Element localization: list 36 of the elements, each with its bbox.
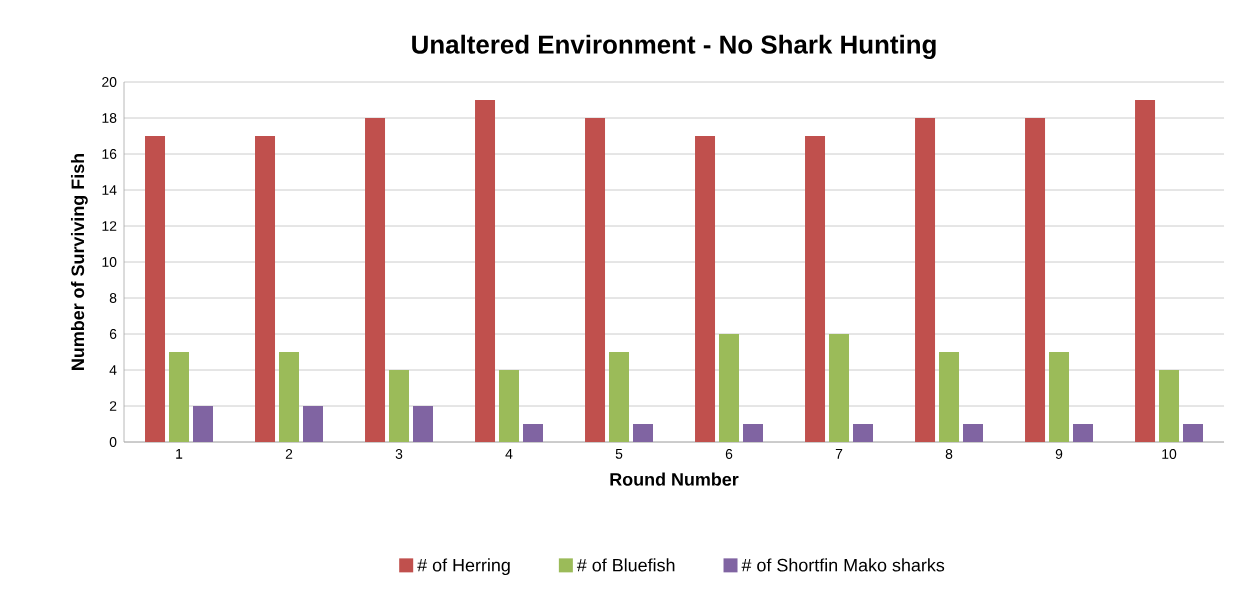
- bar: [1073, 424, 1093, 442]
- bar: [1183, 424, 1203, 442]
- bar: [255, 136, 276, 442]
- bar: [719, 334, 740, 442]
- bar: [169, 352, 189, 442]
- bar: [365, 118, 386, 442]
- legend-label: # of Bluefish: [576, 558, 675, 572]
- bar: [1159, 370, 1180, 442]
- bar: [1049, 352, 1070, 442]
- bar: [475, 100, 496, 442]
- bar: [145, 136, 166, 442]
- x-axis-title: Round Number: [610, 472, 739, 486]
- bar: [609, 352, 630, 442]
- bar: [632, 424, 653, 442]
- bar: [1025, 118, 1046, 442]
- bar: [853, 424, 873, 442]
- legend-label: # of Herring: [417, 558, 510, 576]
- legend-label: # of Shortfin Mako sharks: [741, 558, 945, 572]
- bar: [585, 118, 606, 442]
- bar: [499, 370, 520, 442]
- bar: [805, 136, 826, 442]
- bar: [412, 406, 433, 442]
- bar: [915, 118, 936, 442]
- bar: [963, 424, 983, 442]
- bar: [389, 370, 410, 442]
- y-axis-title: Number of Surviving Fish: [70, 154, 88, 370]
- bar: [279, 352, 300, 442]
- bar: [695, 136, 716, 442]
- bar: [829, 334, 850, 442]
- bar: [302, 406, 323, 442]
- bar: [939, 352, 960, 442]
- bar: [522, 424, 543, 442]
- bar: [742, 424, 763, 442]
- bar: [1135, 100, 1156, 442]
- chart-title: Unaltered Environment - No Shark Hunting: [412, 34, 936, 60]
- bar: [192, 406, 213, 442]
